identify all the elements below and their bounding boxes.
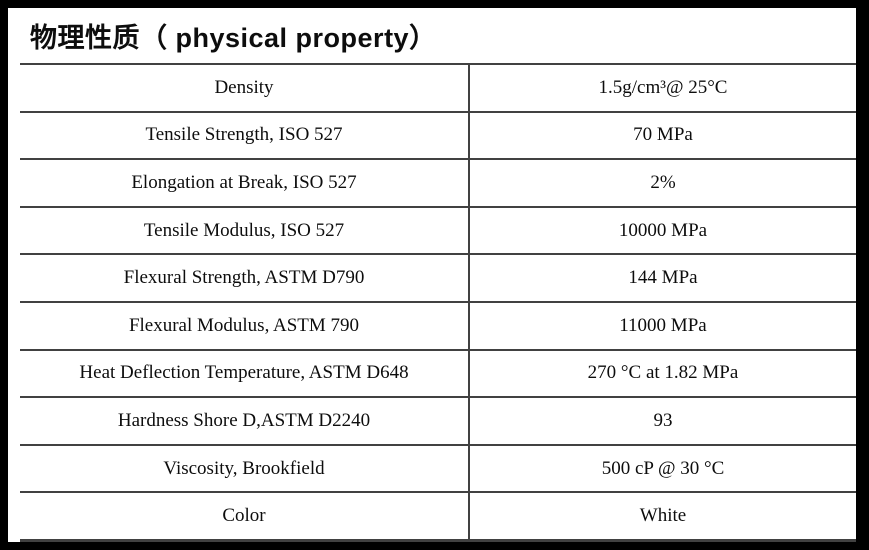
value-cell: 144 MPa [628,267,698,289]
property-cell: Flexural Modulus, ASTM 790 [20,302,470,349]
table-row: Viscosity, Brookfield 500 cP @ 30 °C [20,445,856,494]
value-cell: 10000 MPa [618,219,708,241]
table-row: Tensile Strength, ISO 527 70 MPa [20,112,856,161]
table-row: Color White [20,493,856,539]
page-title: 物理性质（ physical property） [30,23,437,53]
property-cell: Tensile Modulus, ISO 527 [20,207,470,254]
value-cell: 70 MPa [633,124,693,146]
property-cell: Heat Deflection Temperature, ASTM D648 [20,350,470,397]
table-row: Elongation at Break, ISO 527 2% [20,160,856,208]
property-cell: Elongation at Break, ISO 527 [20,160,470,206]
value-cell: 500 cP @ 30 °C [601,457,725,479]
value-cell: 93 [653,409,673,431]
table-row: Tensile Modulus, ISO 527 10000 MPa [20,207,856,256]
value-cell: 2% [650,171,676,193]
property-cell: Flexural Strength, ASTM D790 [20,255,470,301]
table-row: Flexural Modulus, ASTM 790 11000 MPa [20,302,856,351]
property-cell: Color [20,493,470,539]
value-cell: White [639,505,687,527]
value-cell: 1.5g/cm³@ 25°C [598,76,728,98]
table-row: Hardness Shore D,ASTM D2240 93 [20,398,856,446]
title-bar: 物理性质（ physical property） [8,8,856,63]
value-cell: 270 °C at 1.82 MPa [587,362,739,384]
table-row: Flexural Strength, ASTM D790 144 MPa [20,255,856,303]
property-cell: Density [20,65,470,111]
property-cell: Viscosity, Brookfield [20,445,470,492]
table-row: Heat Deflection Temperature, ASTM D648 2… [20,350,856,399]
value-cell: 11000 MPa [619,314,707,336]
table-row: Density 1.5g/cm³@ 25°C [20,65,856,113]
property-cell: Hardness Shore D,ASTM D2240 [20,398,470,444]
property-cell: Tensile Strength, ISO 527 [20,112,470,159]
physical-properties-table: Density 1.5g/cm³@ 25°C Tensile Strength,… [20,63,856,542]
